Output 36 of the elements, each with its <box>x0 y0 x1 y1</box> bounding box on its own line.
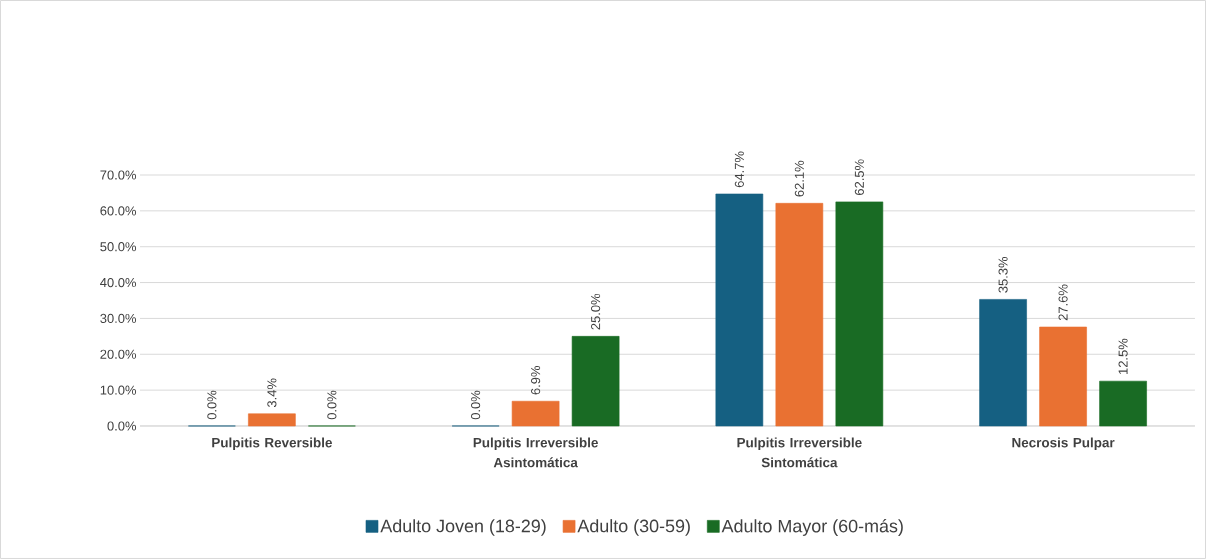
data-label: 0.0% <box>327 390 337 420</box>
y-tick-label: 30.0% <box>100 313 137 323</box>
bar <box>1099 380 1147 427</box>
data-label: 62.5% <box>854 159 864 196</box>
y-tick-label: 70.0% <box>100 170 137 180</box>
x-tick-label: Pulpitis Reversible <box>212 437 332 451</box>
data-label: 35.3% <box>998 256 1008 293</box>
data-label: 64.7% <box>734 151 744 188</box>
x-tick-label: Necrosis Pulpar <box>1012 437 1115 451</box>
data-label: 27.6% <box>1058 284 1068 321</box>
data-label: 0.0% <box>207 390 217 420</box>
y-tick-label: 10.0% <box>100 385 137 395</box>
bar <box>511 400 560 427</box>
bar <box>715 193 764 427</box>
x-tick-label: Pulpitis Irreversible Asintomática <box>473 437 598 468</box>
bar <box>571 336 620 427</box>
data-label: 62.1% <box>794 160 804 197</box>
bar <box>1039 326 1087 427</box>
data-label: 25.0% <box>591 293 601 330</box>
bar <box>835 201 884 427</box>
y-tick-label: 50.0% <box>100 242 137 252</box>
bar <box>248 413 296 427</box>
legend-label: Adulto (30-59) <box>577 519 690 536</box>
y-tick-label: 20.0% <box>100 349 137 359</box>
data-label: 12.5% <box>1118 338 1128 374</box>
y-tick-label: 60.0% <box>100 206 137 216</box>
data-label: 0.0% <box>471 390 481 420</box>
legend-label: Adulto Joven (18-29) <box>380 519 546 536</box>
legend-label: Adulto Mayor (60-más) <box>721 519 903 536</box>
bar <box>775 203 824 427</box>
y-tick-label: 40.0% <box>100 277 137 288</box>
x-tick-label: Pulpitis Irreversible Sintomática <box>737 437 862 468</box>
data-label: 6.9% <box>531 365 541 395</box>
bar <box>979 299 1027 427</box>
data-label: 3.4% <box>267 378 277 408</box>
y-tick-label: 0.0% <box>107 421 137 431</box>
